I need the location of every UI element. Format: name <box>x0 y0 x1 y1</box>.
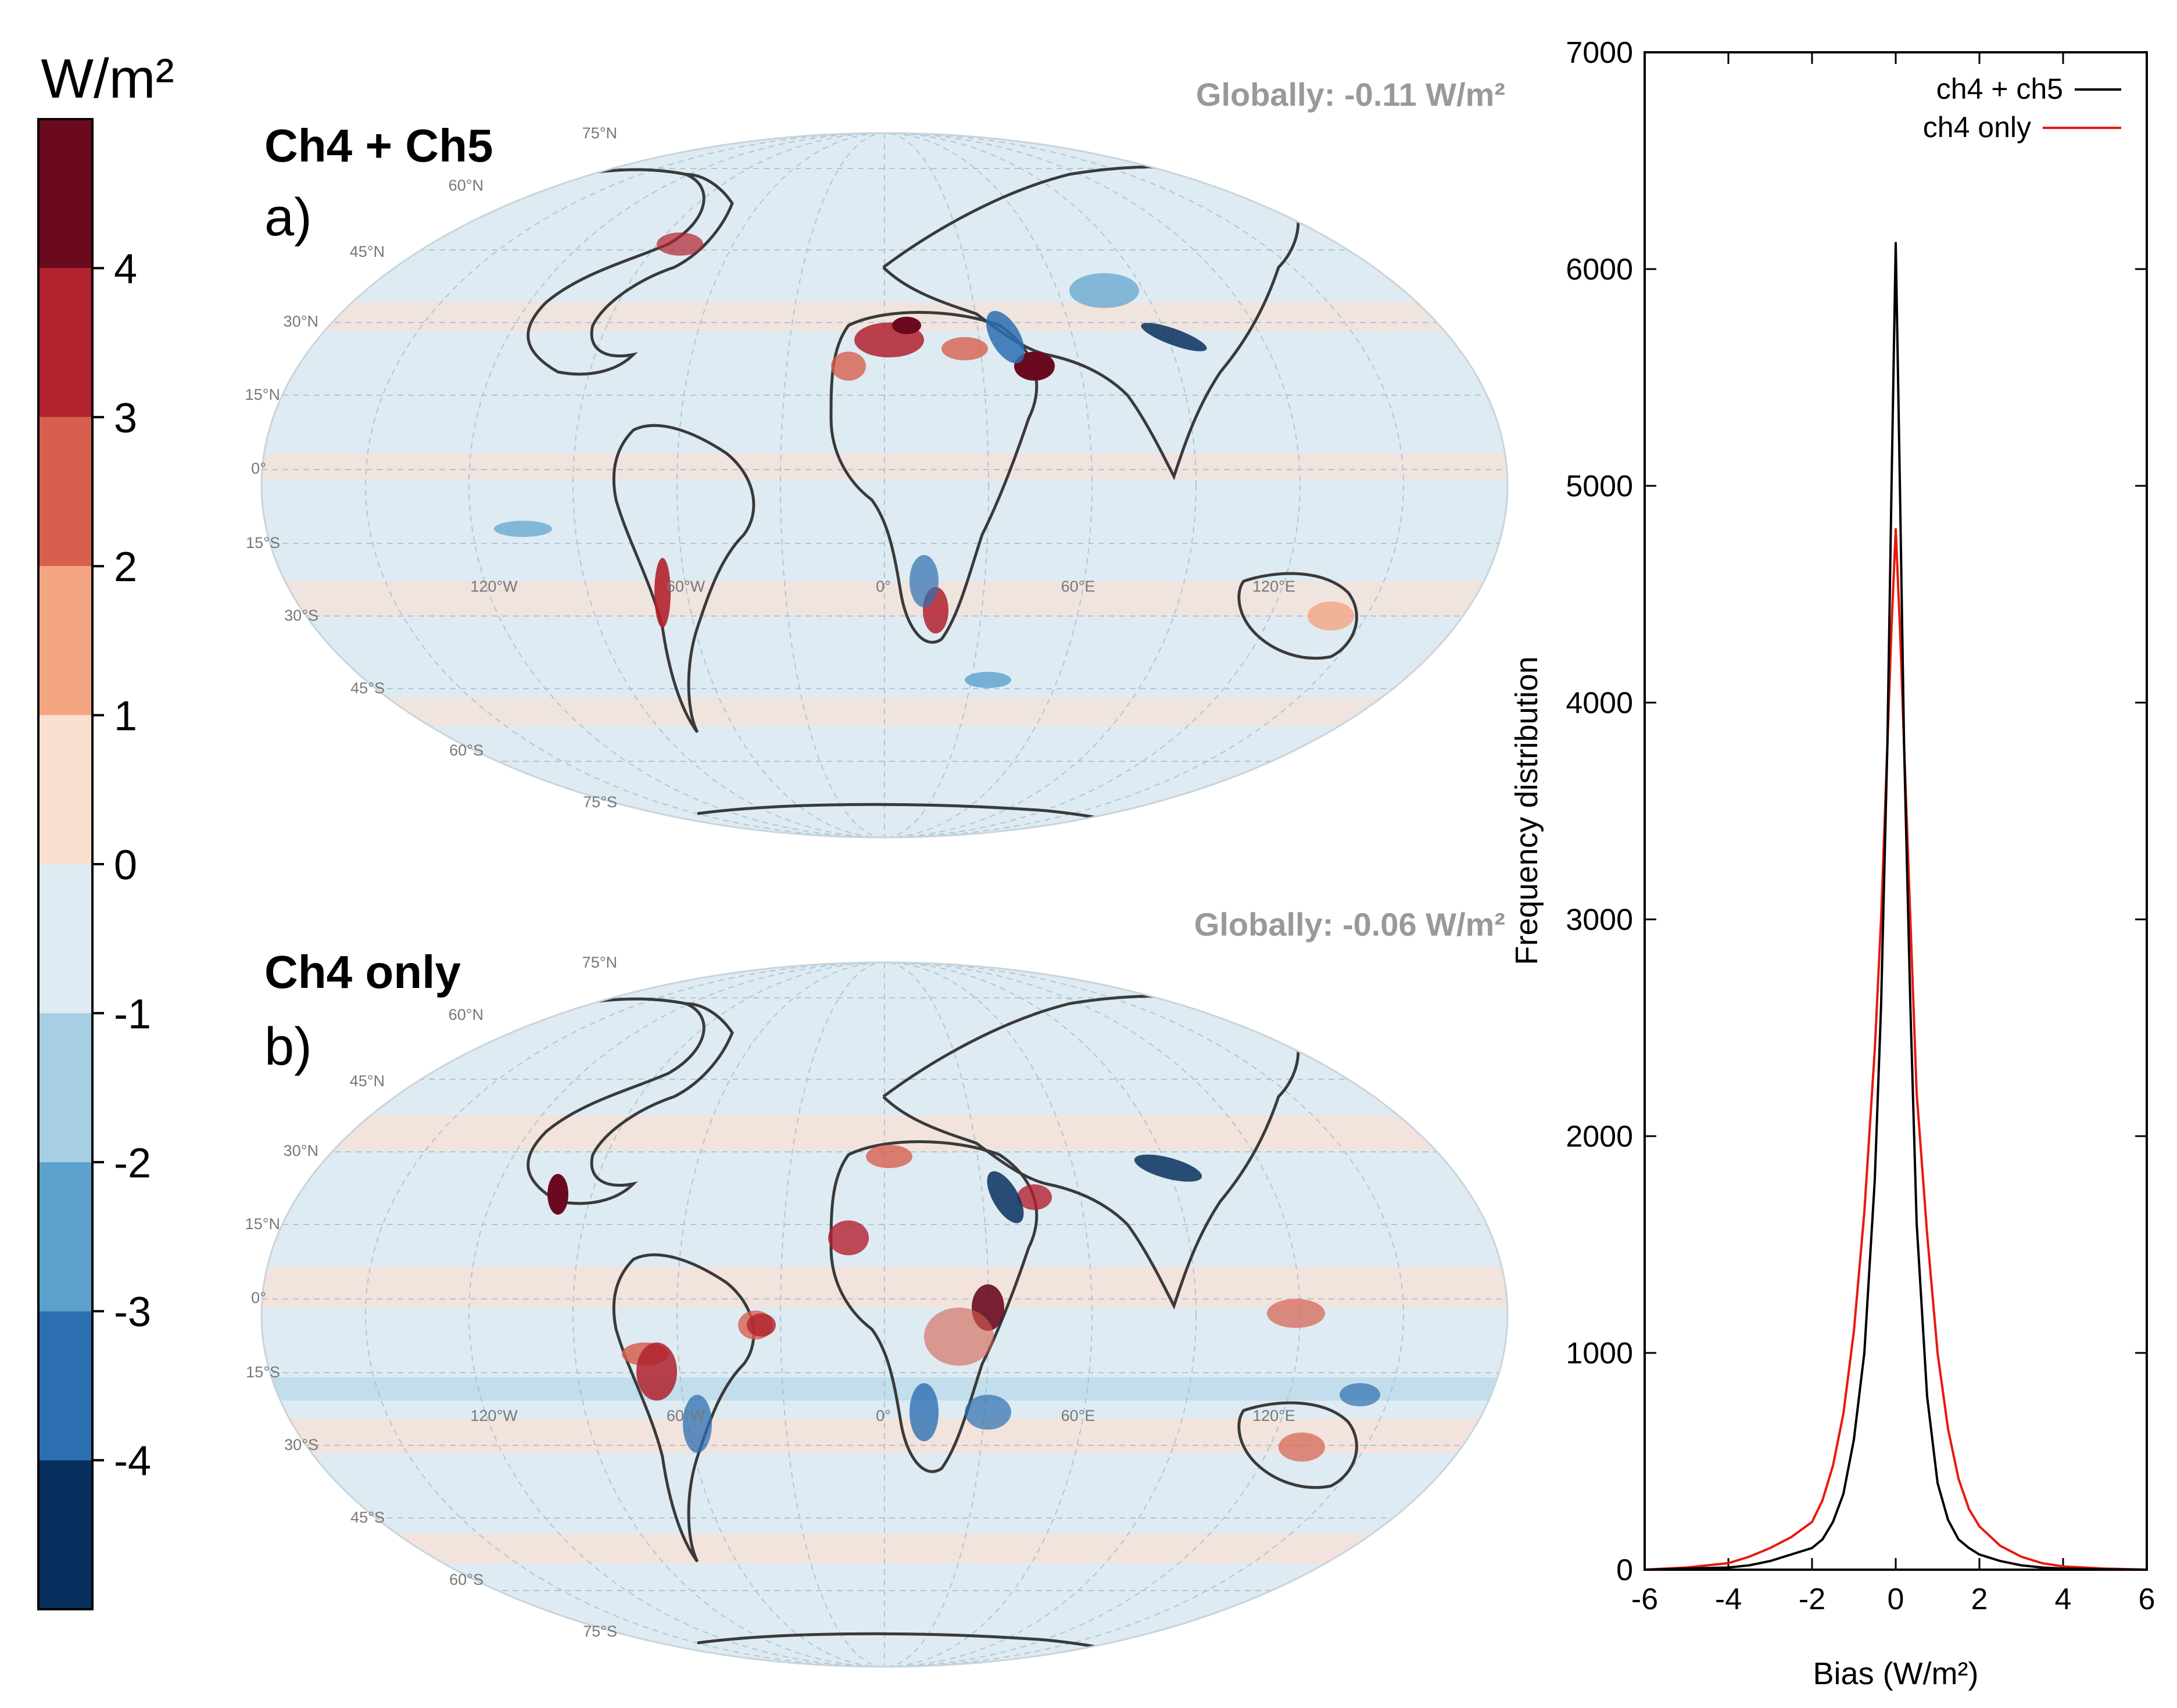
x-tick-label: 6 <box>2139 1582 2155 1616</box>
map-b-title: Ch4 only <box>264 946 461 998</box>
lon-label: 60°E <box>1061 578 1095 595</box>
colorbar-tick-label: 1 <box>114 693 137 740</box>
y-tick-label: 2000 <box>1566 1120 1633 1154</box>
colorbar: W/m² 4 3 2 1 0 -1 -2 -3 -4 <box>37 48 174 1610</box>
map-a-title: Ch4 + Ch5 <box>264 120 493 171</box>
frequency-chart: -6 -4 -2 0 2 4 601000200030004000500060007000 … <box>1509 36 2155 1691</box>
lat-label: 0° <box>251 460 266 477</box>
lat-label: 45°N <box>350 1072 385 1090</box>
chart-x-label: Bias (W/m²) <box>1813 1656 1979 1691</box>
chart-ticks: -6 -4 -2 0 2 4 6 0 1000 2000 3000 4000 5000 6000 7000 <box>1566 36 2155 1616</box>
lon-label: 60°W <box>667 1407 706 1424</box>
map-b-lon-labels: 120°W 60°W 0° 60°E 120°E <box>470 1407 1295 1424</box>
colorbar-tick-label: -4 <box>114 1438 151 1485</box>
colorbar-tick-label: -3 <box>114 1289 151 1335</box>
x-tick-label: 0 <box>1888 1582 1904 1616</box>
chart-legend: ch4 + ch5 ch4 only <box>1923 73 2121 144</box>
lat-label: 0° <box>251 1289 266 1306</box>
map-a-field <box>262 133 1508 837</box>
colorbar-bins <box>38 119 92 1609</box>
lat-label: 30°N <box>284 1142 318 1159</box>
x-tick-label: -6 <box>1631 1582 1658 1616</box>
lat-label: 75°S <box>583 793 617 811</box>
lon-label: 120°E <box>1252 578 1295 595</box>
lat-label: 45°S <box>350 1509 385 1526</box>
lon-label: 0° <box>876 1407 891 1424</box>
colorbar-tick-label: 3 <box>114 395 137 442</box>
colorbar-tick-label: 4 <box>114 246 137 292</box>
chart-y-label: Frequency distribution <box>1509 656 1544 965</box>
map-b-panel-label: b) <box>264 1017 312 1076</box>
lat-label: 30°S <box>284 1436 318 1453</box>
y-tick-label: 5000 <box>1566 470 1633 503</box>
colorbar-tick-label: -1 <box>114 991 151 1037</box>
colorbar-bin <box>38 417 92 567</box>
y-tick-label: 0 <box>1616 1553 1633 1587</box>
colorbar-bin <box>38 1460 92 1609</box>
colorbar-bin <box>38 1162 92 1312</box>
map-b-outline <box>260 961 1509 1668</box>
lon-label: 120°W <box>470 1407 518 1424</box>
map-a-outline <box>260 132 1509 839</box>
legend-label-ch4-ch5: ch4 + ch5 <box>1936 73 2063 105</box>
chart-frame <box>1644 51 2148 1571</box>
lat-label: 15°N <box>245 1215 280 1233</box>
y-tick-label: 1000 <box>1566 1337 1633 1370</box>
colorbar-bin <box>38 715 92 864</box>
colorbar-bin <box>38 268 92 417</box>
map-b-lat-labels: 75°N 60°N 45°N 30°N 15°N 0° 15°S 30°S 45… <box>245 954 617 1640</box>
colorbar-bin <box>38 1013 92 1162</box>
map-b-field <box>262 962 1508 1667</box>
lat-label: 45°N <box>350 243 385 260</box>
lon-label: 60°E <box>1061 1407 1095 1424</box>
lat-label: 15°S <box>246 534 280 552</box>
lat-label: 15°S <box>246 1363 280 1381</box>
lat-label: 75°S <box>583 1623 617 1640</box>
map-a-global-mean: Globally: -0.11 W/m² <box>1196 76 1505 113</box>
legend-label-ch4-only: ch4 only <box>1923 111 2031 144</box>
lat-label: 30°S <box>284 607 318 624</box>
lat-label: 75°N <box>582 124 617 142</box>
lat-label: 60°S <box>449 1571 484 1588</box>
map-a-lon-labels: 120°W 60°W 0° 60°E 120°E <box>470 578 1295 595</box>
lat-label: 60°S <box>449 742 484 759</box>
y-tick-label: 7000 <box>1566 36 1633 70</box>
lat-label: 30°N <box>284 313 318 330</box>
y-tick-label: 3000 <box>1566 903 1633 937</box>
colorbar-ticks: 4 3 2 1 0 -1 -2 -3 -4 <box>92 246 151 1485</box>
colorbar-tick-label: 2 <box>114 544 137 590</box>
lat-label: 15°N <box>245 386 280 403</box>
colorbar-bin <box>38 1311 92 1460</box>
map-b-global-mean: Globally: -0.06 W/m² <box>1194 906 1505 943</box>
lon-label: 60°W <box>667 578 706 595</box>
colorbar-tick-label: 0 <box>114 842 137 889</box>
lon-label: 0° <box>876 578 891 595</box>
colorbar-bin <box>38 864 92 1014</box>
chart-series <box>1644 242 2147 1571</box>
lon-label: 120°W <box>470 578 518 595</box>
x-tick-label: -2 <box>1799 1582 1825 1616</box>
map-panel-b: 75°N 60°N 45°N 30°N 15°N 0° 15°S 30°S 45… <box>245 906 1509 1668</box>
lat-label: 45°S <box>350 679 385 697</box>
series-line-ch4-only <box>1644 528 2147 1571</box>
colorbar-unit: W/m² <box>41 48 174 110</box>
series-line-ch4-ch5 <box>1644 242 2147 1571</box>
x-tick-label: 4 <box>2055 1582 2072 1616</box>
lat-label: 60°N <box>449 177 484 194</box>
colorbar-frame <box>37 118 94 1610</box>
x-tick-label: -4 <box>1715 1582 1742 1616</box>
map-panel-a: 75°N 60°N 45°N 30°N 15°N 0° 15°S 30°S 45… <box>245 76 1509 839</box>
colorbar-tick-label: -2 <box>114 1140 151 1187</box>
map-a-lat-labels: 75°N 60°N 45°N 30°N 15°N 0° 15°S 30°S 45… <box>245 124 617 811</box>
colorbar-bin <box>38 119 92 268</box>
y-tick-label: 4000 <box>1566 686 1633 720</box>
map-a-panel-label: a) <box>264 188 312 247</box>
x-tick-label: 2 <box>1971 1582 1988 1616</box>
lon-label: 120°E <box>1252 1407 1295 1424</box>
lat-label: 60°N <box>449 1006 484 1023</box>
y-tick-label: 6000 <box>1566 253 1633 287</box>
colorbar-bin <box>38 566 92 715</box>
lat-label: 75°N <box>582 954 617 971</box>
